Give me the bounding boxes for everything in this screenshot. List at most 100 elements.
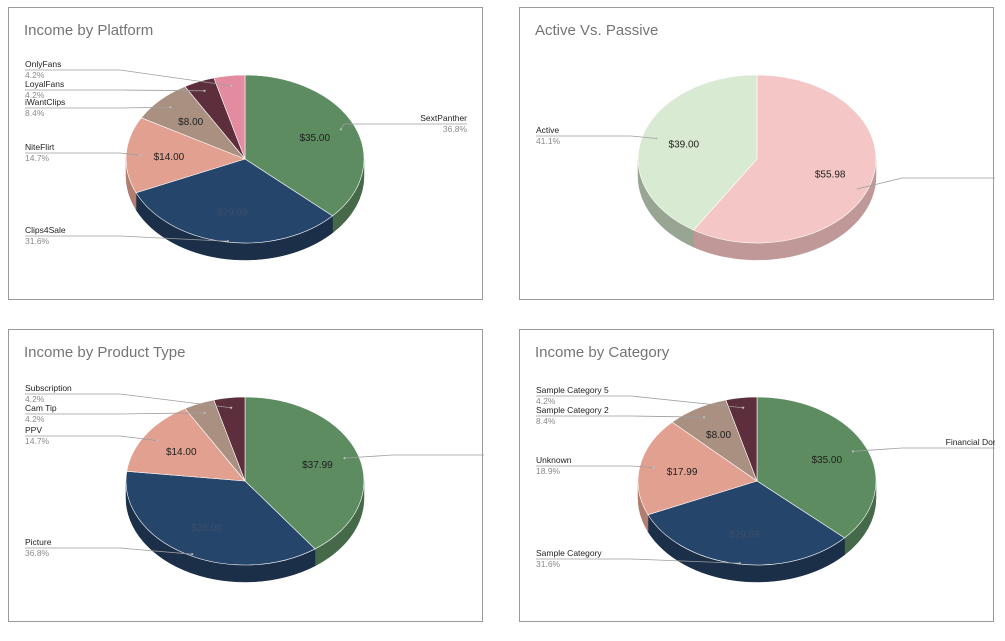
pie-platform-leader-dot-clips4sale bbox=[226, 240, 229, 243]
pie-platform-slice-niteflirt[interactable] bbox=[125, 117, 246, 194]
pie-product-leader-video bbox=[344, 454, 484, 459]
pie-platform-leader-dot-iwantclips bbox=[169, 106, 172, 109]
pie-platform-percent-loyalfans: 4.2% bbox=[25, 90, 45, 100]
pie-category-percent-sample-category-5: 4.2% bbox=[536, 396, 556, 406]
pie-product-percent-ppv: 14.7% bbox=[25, 436, 50, 446]
pie-platform-slice-sextpanther[interactable] bbox=[244, 74, 365, 217]
pie-platform-leader-dot-sextpanther bbox=[339, 128, 343, 131]
pie-chart-platform: Income by Platform $35.00 $29.99 $14.00 $8.0… bbox=[24, 22, 468, 261]
pie-product-percent-cam-tip: 4.2% bbox=[25, 414, 45, 424]
pie-platform-leader-dot-onlyfans bbox=[230, 84, 233, 87]
pie-platform-value-niteflirt: $14.00 bbox=[154, 152, 185, 163]
pie-platform-title: Income by Platform bbox=[24, 22, 153, 39]
pie-platform-leader-dot-niteflirt bbox=[139, 154, 142, 157]
pie-category-label-unknown: Unknown bbox=[536, 455, 572, 465]
pie-category-leader-sample-category bbox=[536, 558, 740, 564]
pie-platform-percent-niteflirt: 14.7% bbox=[25, 153, 50, 163]
pie-product-label-picture: Picture bbox=[25, 537, 52, 547]
pie-category-leader-sample-category-2 bbox=[536, 415, 705, 418]
pie-product-leader-picture bbox=[25, 547, 193, 555]
pie-active-slice-passive[interactable] bbox=[693, 74, 877, 244]
pie-product-percent-subscription: 4.2% bbox=[25, 394, 45, 404]
pie-product-leader-cam-tip bbox=[25, 412, 205, 415]
chart-panel-active-passive: Active Vs. Passive$55.98$39.00Passive58.… bbox=[519, 7, 995, 300]
pie-active-leader-dot-active bbox=[655, 137, 658, 140]
pie-category-slice-financial-domination[interactable] bbox=[756, 396, 877, 539]
pie-platform-leader-loyalfans bbox=[25, 89, 205, 92]
pie-product-slice-video[interactable] bbox=[244, 396, 365, 550]
pie-platform-leader-onlyfans bbox=[25, 69, 232, 87]
pie-chart-product-type: Income by Product Type $37.99 $35.00 $14.00… bbox=[24, 344, 484, 583]
pie-product-value-video: $37.99 bbox=[302, 460, 333, 471]
pie-category-percent-unknown: 18.9% bbox=[536, 466, 561, 476]
pie-category-value-sample-category-2: $8.00 bbox=[706, 430, 731, 441]
pie-platform-percent-clips4sale: 31.6% bbox=[25, 236, 50, 246]
pie-category-leader-dot-financial-domination bbox=[851, 450, 855, 453]
pie-product-slice-subscription[interactable] bbox=[213, 396, 246, 482]
pie-category-label-sample-category-5: Sample Category 5 bbox=[536, 385, 609, 395]
chart-panel-product-type: Income by Product Type $37.99 $35.00 $14.00… bbox=[8, 329, 484, 622]
pie-active-percent-active: 41.1% bbox=[536, 136, 561, 146]
pie-product-leader-dot-picture bbox=[191, 553, 194, 556]
pie-product-value-picture: $35.00 bbox=[191, 523, 222, 534]
pie-product-title: Income by Product Type bbox=[24, 344, 185, 361]
pie-platform-slice-onlyfans[interactable] bbox=[213, 74, 246, 160]
pie-category-value-financial-domination: $35.00 bbox=[811, 455, 842, 466]
pie-active-leader-dot-passive bbox=[856, 187, 859, 190]
pie-category-percent-sample-category: 31.6% bbox=[536, 559, 561, 569]
pie-platform-leader-iwantclips bbox=[25, 106, 171, 109]
pie-product-slice-ppv[interactable] bbox=[126, 408, 246, 482]
pie-active-value-active: $39.00 bbox=[669, 140, 700, 151]
pie-category-value-sample-category: $29.99 bbox=[729, 530, 760, 541]
pie-active-leader-active bbox=[536, 135, 657, 139]
pie-platform-value-clips4sale: $29.99 bbox=[217, 208, 248, 219]
pie-platform-label-sextpanther: SextPanther bbox=[420, 113, 467, 123]
pie-product-leader-subscription bbox=[25, 393, 232, 409]
pie-platform-label-niteflirt: NiteFlirt bbox=[25, 142, 55, 152]
pie-platform-leader-clips4sale bbox=[25, 235, 228, 242]
pie-platform-label-loyalfans: LoyalFans bbox=[25, 79, 64, 89]
pie-product-label-cam-tip: Cam Tip bbox=[25, 403, 57, 413]
pie-chart-active-passive: Active Vs. Passive$55.98$39.00Passive58.… bbox=[535, 22, 995, 261]
pie-product-value-ppv: $14.00 bbox=[166, 447, 197, 458]
pie-category-slice-sample-category[interactable] bbox=[647, 480, 846, 566]
pie-active-slice-active[interactable] bbox=[637, 74, 758, 231]
pie-platform-percent-sextpanther: 36.8% bbox=[443, 124, 468, 134]
chart-panel-platform: Income by Platform $35.00 $29.99 $14.00 $8.0… bbox=[8, 7, 483, 300]
pie-category-title: Income by Category bbox=[535, 344, 670, 361]
pie-platform-leader-sextpanther bbox=[340, 123, 467, 130]
pie-category-leader-dot-sample-category-2 bbox=[703, 416, 706, 419]
pie-category-label-financial-domination: Financial Domination bbox=[946, 437, 995, 447]
pie-platform-label-clips4sale: Clips4Sale bbox=[25, 225, 66, 235]
pie-product-leader-dot-subscription bbox=[230, 406, 233, 409]
pie-platform-value-sextpanther: $35.00 bbox=[299, 133, 330, 144]
pie-category-slice-unknown[interactable] bbox=[637, 421, 758, 516]
pie-product-leader-dot-video bbox=[343, 457, 346, 460]
pie-platform-slice-clips4sale[interactable] bbox=[135, 158, 334, 244]
pie-product-leader-dot-cam-tip bbox=[203, 411, 206, 414]
pie-active-label-active: Active bbox=[536, 125, 559, 135]
pie-category-label-sample-category: Sample Category bbox=[536, 548, 602, 558]
pie-product-percent-picture: 36.8% bbox=[25, 548, 50, 558]
pie-active-title: Active Vs. Passive bbox=[535, 22, 658, 39]
pie-platform-leader-dot-loyalfans bbox=[203, 89, 206, 92]
pie-platform-percent-onlyfans: 4.2% bbox=[25, 70, 45, 80]
pie-chart-category: Income by Category $35.00 $29.99 $17.99 $8.0… bbox=[535, 344, 995, 583]
pie-platform-percent-iwantclips: 8.4% bbox=[25, 108, 45, 118]
pie-platform-label-iwantclips: iWantClips bbox=[25, 97, 65, 107]
pie-category-leader-unknown bbox=[536, 465, 655, 469]
pie-product-leader-ppv bbox=[25, 435, 158, 441]
pie-platform-label-onlyfans: OnlyFans bbox=[25, 59, 61, 69]
pie-category-leader-dot-unknown bbox=[652, 466, 656, 469]
pie-platform-leader-niteflirt bbox=[25, 152, 141, 156]
pie-category-leader-dot-sample-category-5 bbox=[742, 406, 745, 409]
pie-category-slice-sample-category-5[interactable] bbox=[725, 396, 758, 482]
chart-panel-category: Income by Category $35.00 $29.99 $17.99 $8.0… bbox=[519, 329, 995, 622]
pie-category-leader-dot-sample-category bbox=[738, 562, 741, 565]
pie-product-leader-dot-ppv bbox=[156, 439, 159, 442]
pie-category-leader-financial-domination bbox=[852, 447, 995, 452]
pie-category-percent-sample-category-2: 8.4% bbox=[536, 416, 556, 426]
pie-category-label-sample-category-2: Sample Category 2 bbox=[536, 405, 609, 415]
pie-category-value-unknown: $17.99 bbox=[667, 467, 698, 478]
pie-product-label-ppv: PPV bbox=[25, 425, 42, 435]
